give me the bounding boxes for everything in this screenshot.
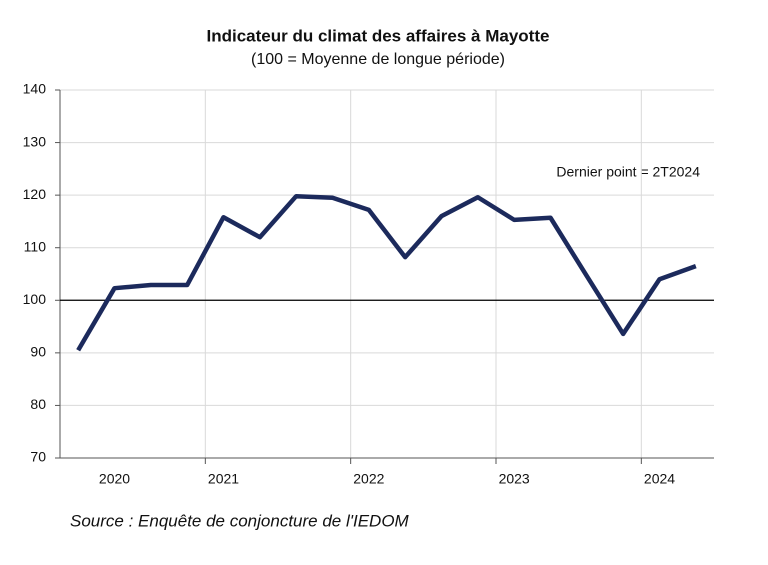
- data-line: [76, 193, 697, 352]
- annotation: Dernier point = 2T2024: [556, 164, 700, 180]
- x-tick-label: 2021: [208, 471, 239, 487]
- chart-subtitle: (100 = Moyenne de longue période): [251, 51, 505, 68]
- y-tick-label: 130: [23, 133, 47, 149]
- y-tick-label: 90: [30, 344, 46, 360]
- chart-title: Indicateur du climat des affaires à Mayo…: [207, 26, 550, 45]
- y-tick-label: 110: [24, 238, 47, 254]
- x-tick-label: 2022: [353, 471, 384, 487]
- x-tick-label: 2020: [99, 471, 130, 487]
- y-tick-label: 70: [30, 449, 46, 465]
- y-tick-label: 140: [23, 81, 47, 97]
- x-tick-label: 2023: [499, 471, 530, 487]
- source: Source : Enquête de conjoncture de l'IED…: [70, 511, 410, 530]
- y-tick-label: 80: [30, 396, 46, 412]
- y-tick-label: 120: [23, 186, 47, 202]
- x-tick-label: 2024: [644, 471, 675, 487]
- y-tick-label: 100: [23, 291, 47, 307]
